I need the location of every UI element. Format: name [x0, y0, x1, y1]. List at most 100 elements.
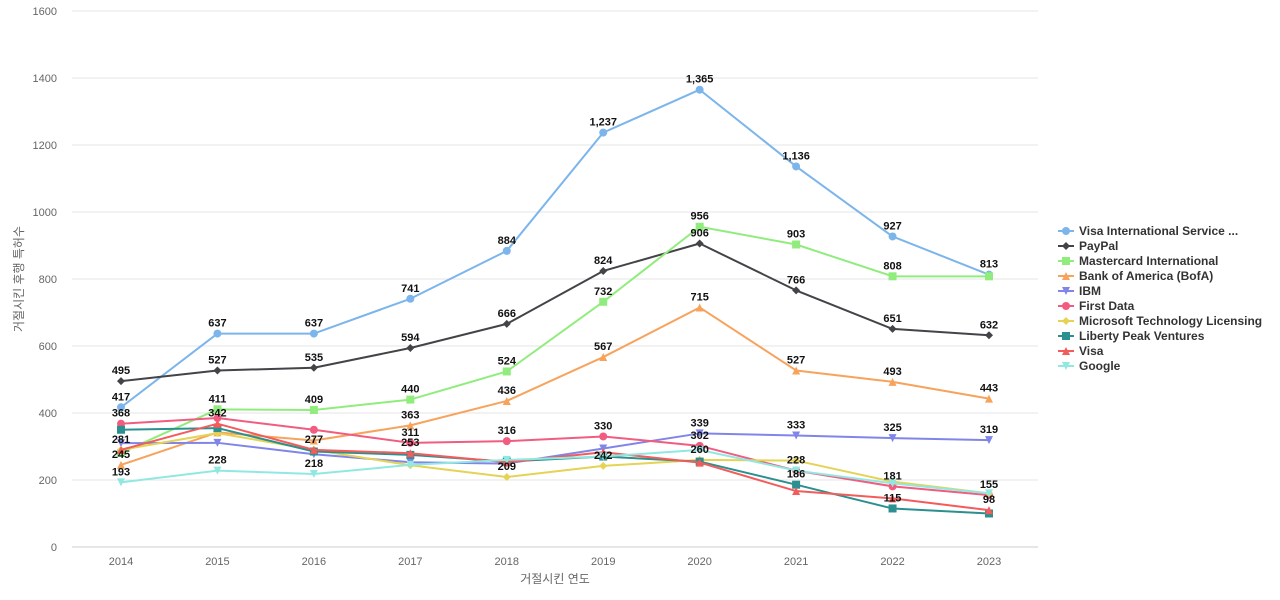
data-point	[792, 366, 801, 375]
y-tick-label: 1400	[33, 73, 57, 85]
legend-item[interactable]: Visa International Service ...	[1058, 224, 1238, 238]
data-point	[695, 303, 704, 312]
data-label: 813	[980, 259, 998, 271]
data-label: 409	[305, 394, 323, 406]
data-label: 715	[690, 291, 708, 303]
data-point	[695, 239, 704, 248]
data-point	[117, 460, 125, 469]
legend-item[interactable]: IBM	[1058, 284, 1101, 298]
data-point	[406, 294, 415, 303]
data-point	[695, 429, 704, 438]
data-point	[309, 425, 318, 434]
data-label: 884	[498, 235, 517, 247]
legend-item[interactable]: Microsoft Technology Licensing	[1058, 314, 1262, 328]
series-1	[117, 85, 993, 412]
data-label: 956	[690, 211, 708, 223]
legend-label: First Data	[1079, 299, 1135, 313]
grid-lines	[72, 10, 1038, 481]
data-point	[117, 478, 125, 487]
legend-marker	[1062, 362, 1070, 370]
data-point	[888, 377, 897, 386]
legend-label: PayPal	[1079, 239, 1118, 253]
data-label: 260	[690, 444, 708, 456]
legend-marker	[1062, 332, 1070, 340]
data-point	[599, 432, 608, 441]
data-label: 666	[498, 308, 516, 320]
data-point	[502, 396, 511, 405]
data-label: 495	[112, 365, 130, 377]
data-label: 1,365	[686, 74, 714, 86]
y-tick-label: 400	[39, 408, 57, 420]
data-point	[599, 452, 608, 461]
data-point	[888, 232, 897, 241]
data-label: 245	[112, 449, 130, 461]
x-tick-label: 2017	[398, 556, 422, 568]
data-label: 824	[594, 255, 613, 267]
data-point	[406, 421, 415, 430]
y-tick-label: 200	[39, 475, 57, 487]
data-point	[309, 445, 318, 454]
data-label: 218	[305, 458, 323, 470]
data-label: 115	[884, 492, 902, 504]
data-label: 440	[401, 384, 419, 396]
data-point	[502, 455, 511, 464]
data-label: 228	[787, 455, 805, 467]
series-line	[120, 417, 990, 497]
series-line	[120, 432, 990, 495]
data-label: 242	[594, 450, 612, 462]
legend-item[interactable]: PayPal	[1058, 239, 1118, 253]
data-point	[406, 460, 415, 469]
data-label: 302	[690, 430, 708, 442]
legend-item[interactable]: Google	[1058, 359, 1121, 373]
data-label: 281	[112, 434, 130, 446]
data-label: 594	[401, 332, 420, 344]
legend-item[interactable]: Visa	[1058, 344, 1104, 358]
data-point	[985, 272, 993, 281]
data-point	[502, 367, 511, 376]
legend-item[interactable]: First Data	[1058, 299, 1135, 313]
data-label: 253	[401, 437, 419, 449]
data-label: 535	[305, 352, 323, 364]
data-point	[985, 331, 993, 340]
data-point	[213, 414, 222, 423]
data-label: 436	[498, 385, 516, 397]
legend-item[interactable]: Liberty Peak Ventures	[1058, 329, 1205, 343]
data-point	[985, 489, 993, 498]
x-tick-label: 2016	[302, 556, 326, 568]
data-label: 527	[787, 354, 805, 366]
y-tick-label: 1600	[33, 6, 57, 18]
legend-marker	[1062, 257, 1070, 265]
series-2	[117, 239, 993, 386]
x-axis-ticks: 2014 2015 2016 2017 2018 2019 2020 2021 2022 2023	[109, 556, 1001, 568]
data-label: 339	[690, 417, 708, 429]
data-point	[888, 272, 897, 281]
data-label: 411	[209, 393, 227, 405]
data-point	[213, 424, 222, 433]
data-point	[792, 286, 801, 295]
data-label: 333	[787, 419, 805, 431]
data-label: 417	[112, 391, 130, 403]
x-tick-label: 2020	[687, 556, 711, 568]
y-tick-label: 600	[39, 341, 57, 353]
data-point	[985, 506, 993, 515]
legend-marker	[1062, 272, 1070, 280]
data-point	[213, 466, 222, 475]
x-tick-label: 2022	[880, 556, 904, 568]
data-point	[213, 329, 222, 338]
data-point	[502, 437, 511, 446]
legend-item[interactable]: Mastercard International	[1058, 254, 1218, 268]
data-point	[117, 439, 125, 448]
series-10	[117, 445, 993, 498]
legend-item[interactable]: Bank of America (BofA)	[1058, 269, 1213, 283]
data-point	[599, 461, 608, 470]
data-point	[888, 504, 897, 513]
x-axis-title: 거절시킨 연도	[520, 572, 590, 586]
data-label: 637	[305, 318, 323, 330]
data-label: 1,237	[589, 117, 617, 129]
data-label: 632	[980, 319, 998, 331]
series-4	[117, 303, 993, 469]
data-point	[792, 240, 801, 249]
data-point	[406, 449, 415, 458]
data-point	[117, 419, 125, 428]
